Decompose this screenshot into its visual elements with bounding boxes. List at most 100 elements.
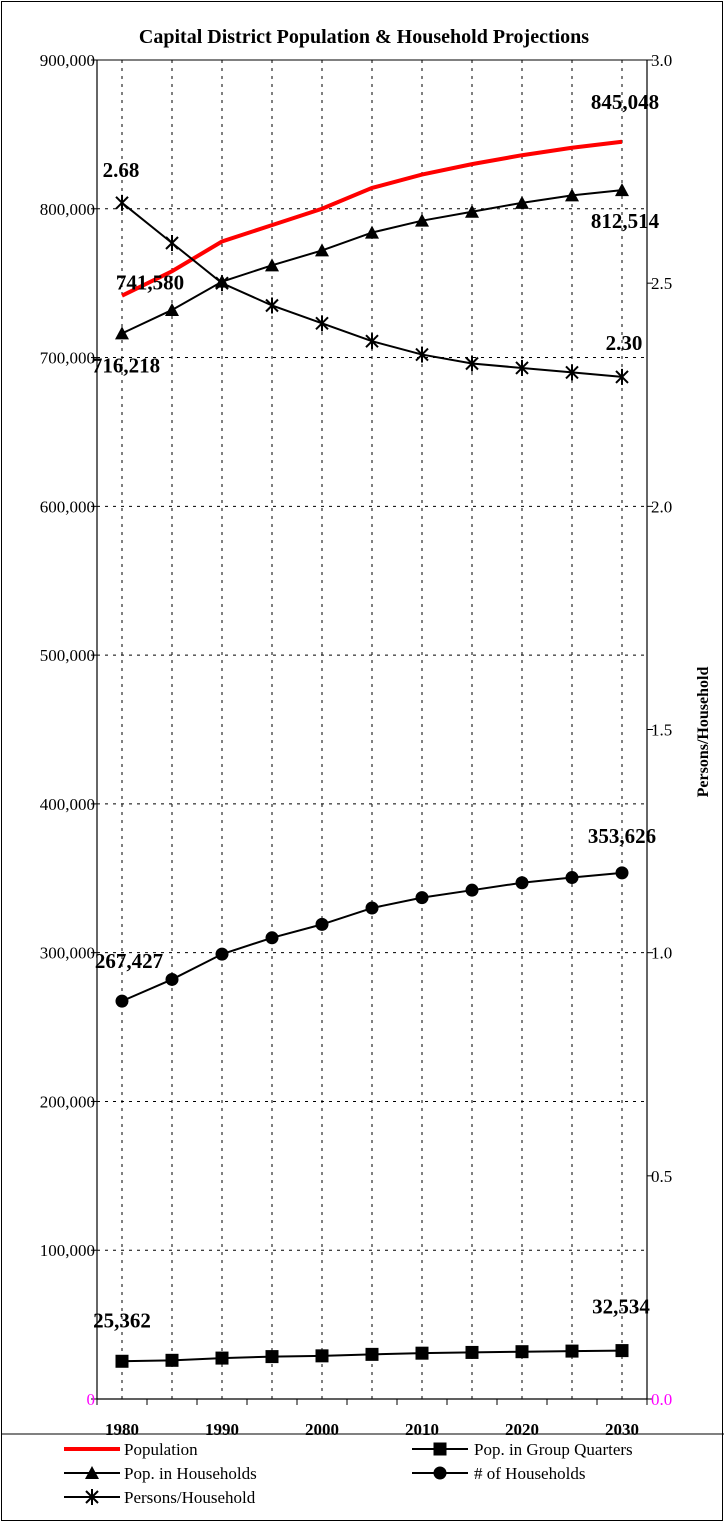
right-tick-label: 3.0 <box>651 51 672 70</box>
data-label: 812,514 <box>591 209 660 233</box>
data-point-pop-in-group-quarters <box>515 1345 529 1359</box>
data-point-persons-household <box>165 234 179 251</box>
legend-label: # of Households <box>474 1464 585 1483</box>
legend-marker <box>85 1466 99 1479</box>
data-point-pop-in-households <box>165 302 179 316</box>
legend-marker <box>85 1489 99 1505</box>
data-label: 25,362 <box>93 1308 151 1332</box>
legend: Population Pop. in Group Quarters Pop. in … <box>2 1433 724 1507</box>
data-point-pop-in-group-quarters <box>315 1349 329 1363</box>
right-tick-label: 2.5 <box>651 274 672 293</box>
left-tick-label: 300,000 <box>40 944 95 963</box>
data-point-pop-in-households <box>565 188 579 202</box>
data-point-persons-household <box>215 275 229 292</box>
left-tick-label: 700,000 <box>40 349 95 368</box>
data-point-persons-household <box>565 364 579 381</box>
legend-item: Pop. in Group Quarters <box>412 1440 633 1459</box>
data-point-pop-in-group-quarters <box>365 1347 379 1361</box>
right-tick-label: 1.0 <box>651 944 672 963</box>
x-tick-label: 2010 <box>405 1420 439 1439</box>
data-point-of-households <box>315 917 329 931</box>
axes: 0 100,000 200,000 300,000 400,000 500,000 600,… <box>40 51 673 1439</box>
right-tick-label: 2.0 <box>651 497 672 516</box>
data-point-pop-in-group-quarters <box>215 1351 229 1365</box>
right-tick-label: 1.5 <box>651 721 672 740</box>
legend-label: Pop. in Households <box>124 1464 257 1483</box>
series-line-population <box>121 139 623 298</box>
data-point-persons-household <box>265 297 279 314</box>
data-point-of-households <box>115 994 129 1008</box>
data-point-pop-in-group-quarters <box>615 1344 629 1358</box>
legend-item: Population <box>64 1440 198 1459</box>
data-label: 845,048 <box>591 90 659 114</box>
data-point-of-households <box>215 947 229 961</box>
data-point-pop-in-group-quarters <box>415 1346 429 1360</box>
data-point-pop-in-households <box>615 183 629 197</box>
data-point-of-households <box>615 866 629 880</box>
left-tick-label: 600,000 <box>40 497 95 516</box>
left-tick-label: 200,000 <box>40 1092 95 1111</box>
data-point-persons-household <box>615 368 629 385</box>
left-tick-label: 100,000 <box>40 1241 95 1260</box>
legend-marker <box>433 1442 447 1456</box>
left-tick-label: 900,000 <box>40 51 95 70</box>
right-tick-label: 0.0 <box>651 1390 672 1409</box>
legend-label: Persons/Household <box>124 1488 256 1507</box>
right-axis-title: Persons/Household <box>695 667 712 798</box>
x-tick-label: 1980 <box>105 1420 139 1439</box>
legend-label: Population <box>124 1440 198 1459</box>
data-point-pop-in-households <box>115 326 129 340</box>
left-tick-label: 0 <box>87 1390 96 1409</box>
data-point-pop-in-households <box>365 225 379 239</box>
data-label: 2.30 <box>606 331 643 355</box>
data-label: 267,427 <box>95 949 163 973</box>
data-point-of-households <box>465 883 479 897</box>
gridlines <box>97 60 647 1399</box>
data-point-persons-household <box>515 359 529 376</box>
data-point-persons-household <box>465 355 479 372</box>
left-tick-label: 800,000 <box>40 200 95 219</box>
right-tick-label: 0.5 <box>651 1167 672 1186</box>
data-point-pop-in-group-quarters <box>165 1353 179 1367</box>
data-labels: 845,048 741,580 812,514 716,218 2.68 2.30 353,… <box>92 90 660 1333</box>
data-point-pop-in-group-quarters <box>265 1350 279 1364</box>
data-point-persons-household <box>115 194 129 211</box>
legend-item: Persons/Household <box>64 1488 256 1507</box>
data-point-persons-household <box>315 315 329 332</box>
data-point-of-households <box>515 876 529 890</box>
data-label: 353,626 <box>588 824 656 848</box>
data-point-of-households <box>265 931 279 945</box>
data-label: 716,218 <box>92 353 160 377</box>
data-point-pop-in-households <box>265 258 279 272</box>
x-tick-label: 1990 <box>205 1420 239 1439</box>
x-tick-label: 2000 <box>305 1420 339 1439</box>
data-point-pop-in-group-quarters <box>565 1344 579 1358</box>
chart-title: Capital District Population & Household … <box>139 26 589 48</box>
data-point-pop-in-group-quarters <box>465 1345 479 1359</box>
data-point-pop-in-households <box>465 204 479 218</box>
data-point-persons-household <box>415 346 429 363</box>
data-point-pop-in-group-quarters <box>115 1354 129 1368</box>
left-tick-label: 500,000 <box>40 646 95 665</box>
data-point-pop-in-households <box>515 195 529 209</box>
legend-marker <box>433 1466 447 1480</box>
x-tick-label: 2030 <box>605 1420 639 1439</box>
legend-item: Pop. in Households <box>64 1464 257 1483</box>
x-tick-label: 2020 <box>505 1420 539 1439</box>
series-layer <box>115 139 629 1368</box>
data-point-of-households <box>165 972 179 986</box>
data-label: 2.68 <box>103 158 140 182</box>
data-point-pop-in-households <box>415 213 429 227</box>
data-point-of-households <box>565 871 579 885</box>
data-point-of-households <box>365 901 379 915</box>
legend-item: # of Households <box>412 1464 585 1483</box>
data-point-pop-in-households <box>315 243 329 257</box>
data-point-persons-household <box>365 333 379 350</box>
left-tick-label: 400,000 <box>40 795 95 814</box>
data-point-of-households <box>415 891 429 905</box>
data-label: 741,580 <box>116 271 184 295</box>
legend-label: Pop. in Group Quarters <box>474 1440 633 1459</box>
data-label: 32,534 <box>592 1295 650 1319</box>
